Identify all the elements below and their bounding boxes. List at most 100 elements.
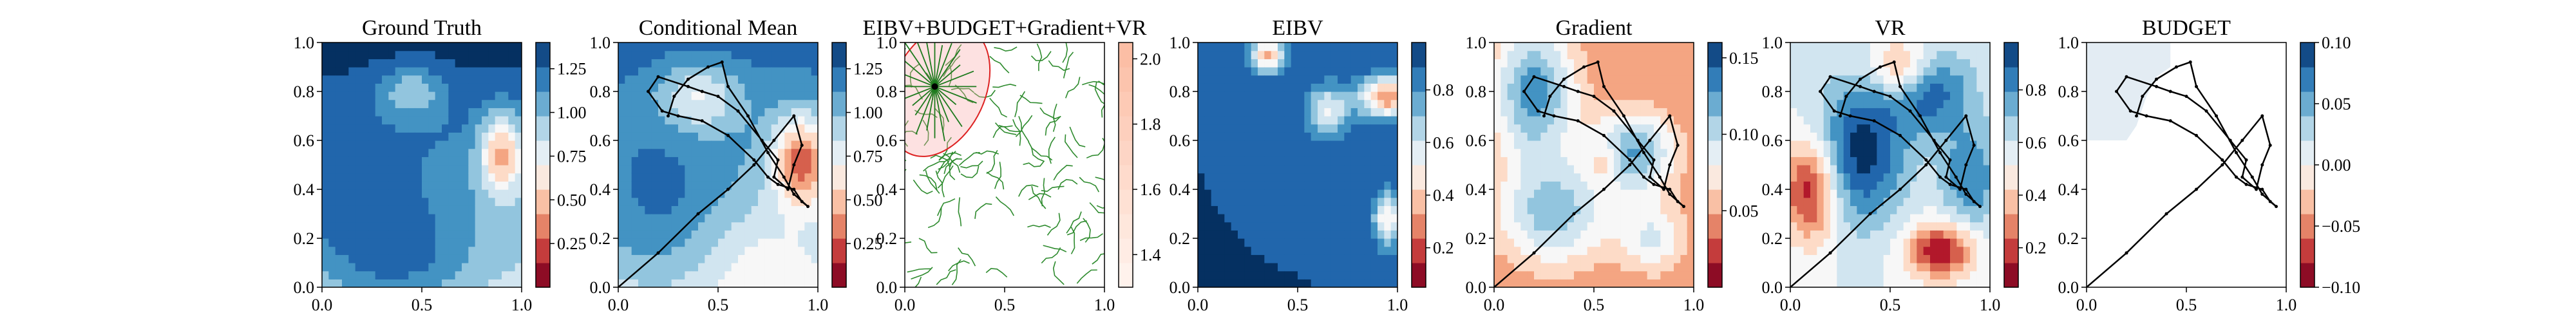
y-tick-label: 0.8 <box>1170 82 1191 101</box>
heatmap-cell <box>1560 263 1568 272</box>
heatmap-cell <box>1923 83 1931 92</box>
heatmap-cell <box>1790 214 1797 223</box>
heatmap-cell <box>1863 116 1871 125</box>
heatmap-cell <box>1271 156 1278 166</box>
heatmap-cell <box>738 75 745 84</box>
heatmap-cell <box>1910 197 1917 206</box>
heatmap-cell <box>751 132 759 141</box>
heatmap-cell <box>362 238 369 247</box>
heatmap-cell <box>744 83 752 92</box>
heatmap-cell <box>1560 156 1568 166</box>
heatmap-cell <box>475 246 482 255</box>
heatmap-cell <box>685 181 692 190</box>
heatmap-cell <box>1963 67 1971 76</box>
heatmap-cell <box>1244 238 1252 247</box>
trajectory-point <box>1964 187 1968 191</box>
heatmap-cell <box>1364 148 1372 157</box>
heatmap-cell <box>1390 189 1397 198</box>
heatmap-cell <box>1823 132 1831 141</box>
candidate-path <box>1066 211 1082 234</box>
heatmap-cell <box>651 181 659 190</box>
heatmap-cell <box>1324 140 1332 149</box>
heatmap-cell <box>651 116 659 125</box>
heatmap-cell <box>1567 279 1575 287</box>
heatmap-cell <box>1350 43 1358 52</box>
heatmap-cell <box>1554 279 1561 287</box>
heatmap-cell <box>415 124 422 133</box>
heatmap-cell <box>1837 165 1844 174</box>
heatmap-cell <box>1983 67 1990 76</box>
heatmap-cell <box>482 116 489 125</box>
heatmap-cell <box>1976 91 1984 100</box>
heatmap-cell <box>1251 246 1258 255</box>
heatmap-cell <box>428 263 436 272</box>
heatmap-cell <box>1883 270 1891 279</box>
heatmap-cell <box>1344 91 1352 100</box>
heatmap-cell <box>744 91 752 100</box>
heatmap-cell <box>1318 140 1325 149</box>
heatmap-cell <box>1574 59 1581 68</box>
heatmap-cell <box>1620 50 1628 59</box>
heatmap-cell <box>388 197 396 206</box>
heatmap-cell <box>651 254 659 263</box>
heatmap-cell <box>1817 108 1824 117</box>
heatmap-cell <box>1344 132 1352 141</box>
heatmap-cell <box>1224 108 1232 117</box>
colorbar-segment <box>536 91 550 117</box>
heatmap-cell <box>1674 254 1681 263</box>
heatmap-cell <box>1950 270 1957 279</box>
heatmap-cell <box>751 263 759 272</box>
heatmap-cell <box>348 279 356 287</box>
heatmap-cell <box>1344 116 1352 125</box>
heatmap-cell <box>678 116 685 125</box>
heatmap-cell <box>1797 148 1804 157</box>
heatmap-cell <box>804 189 812 198</box>
heatmap-cell <box>1810 59 1817 68</box>
heatmap-cell <box>1580 124 1588 133</box>
heatmap-cell <box>1607 189 1615 198</box>
heatmap-cell <box>811 189 818 198</box>
heatmap-cell <box>784 59 792 68</box>
heatmap-cell <box>784 165 792 174</box>
heatmap-cell <box>631 205 639 214</box>
heatmap-cell <box>1580 246 1588 255</box>
heatmap-cell <box>1790 230 1797 239</box>
heatmap-cell <box>375 83 383 92</box>
candidate-path <box>1031 185 1046 209</box>
heatmap-cell <box>1976 270 1984 279</box>
heatmap-cell <box>442 222 449 231</box>
heatmap-cell <box>758 173 765 182</box>
heatmap-cell <box>1271 238 1278 247</box>
colorbar-tick-label: 0.6 <box>1433 133 1454 152</box>
heatmap-cell <box>1547 214 1555 223</box>
heatmap-cell <box>1560 279 1568 287</box>
heatmap-cell <box>1963 263 1971 272</box>
heatmap-cell <box>1607 124 1615 133</box>
heatmap-cell <box>1258 189 1265 198</box>
heatmap-cell <box>1560 50 1568 59</box>
heatmap-cell <box>1238 254 1245 263</box>
trajectory-point <box>1932 138 1936 142</box>
heatmap-cell <box>1284 246 1292 255</box>
heatmap-cell <box>784 205 792 214</box>
heatmap-cell <box>1291 132 1298 141</box>
x-tick-label: 0.5 <box>994 296 1016 314</box>
x-tick-label: 0.5 <box>1287 296 1309 314</box>
heatmap-cell <box>1687 189 1694 198</box>
heatmap-cell <box>1790 67 1797 76</box>
heatmap-cell <box>1291 270 1298 279</box>
heatmap-cell <box>1560 43 1568 52</box>
heatmap-cell <box>691 67 699 76</box>
heatmap-cell <box>342 116 349 125</box>
heatmap-cell <box>1837 214 1844 223</box>
heatmap-cell <box>1258 83 1265 92</box>
heatmap-cell <box>1224 83 1232 92</box>
heatmap-cell <box>645 263 652 272</box>
heatmap-cell <box>1218 124 1225 133</box>
heatmap-cell <box>408 50 416 59</box>
colorbar-tick-label: 1.25 <box>853 60 883 79</box>
heatmap-cell <box>811 91 818 100</box>
heatmap-cell <box>368 205 376 214</box>
heatmap-cell <box>442 279 449 287</box>
heatmap-cell <box>1654 246 1661 255</box>
